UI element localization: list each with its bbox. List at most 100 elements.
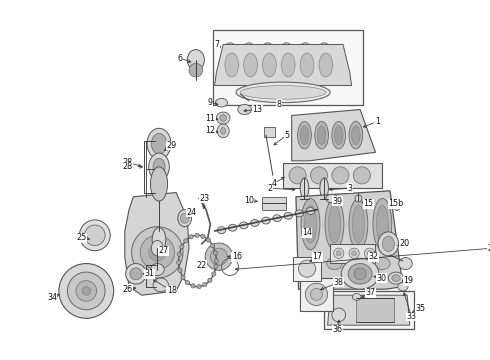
Ellipse shape bbox=[348, 264, 372, 284]
Text: 24: 24 bbox=[187, 208, 196, 217]
Circle shape bbox=[351, 251, 357, 256]
Text: 12: 12 bbox=[205, 126, 216, 135]
Bar bbox=[330, 244, 375, 263]
Ellipse shape bbox=[351, 126, 360, 145]
Ellipse shape bbox=[281, 48, 292, 68]
Ellipse shape bbox=[225, 53, 239, 77]
Text: 30: 30 bbox=[376, 274, 387, 283]
Circle shape bbox=[205, 243, 233, 270]
Ellipse shape bbox=[278, 43, 295, 73]
Text: 8: 8 bbox=[276, 100, 281, 109]
Ellipse shape bbox=[240, 86, 326, 99]
Ellipse shape bbox=[221, 43, 239, 73]
Ellipse shape bbox=[153, 158, 165, 175]
Ellipse shape bbox=[250, 220, 259, 226]
Text: 15: 15 bbox=[364, 199, 374, 208]
Ellipse shape bbox=[238, 104, 251, 114]
Ellipse shape bbox=[332, 167, 349, 184]
Circle shape bbox=[211, 243, 215, 248]
Ellipse shape bbox=[220, 114, 226, 121]
Text: 25: 25 bbox=[76, 233, 86, 242]
Circle shape bbox=[82, 287, 91, 295]
Ellipse shape bbox=[153, 278, 169, 292]
Ellipse shape bbox=[300, 126, 309, 145]
Ellipse shape bbox=[398, 282, 408, 291]
Ellipse shape bbox=[304, 205, 317, 243]
Text: 3: 3 bbox=[347, 184, 352, 193]
Ellipse shape bbox=[236, 82, 330, 103]
Ellipse shape bbox=[216, 98, 227, 107]
Ellipse shape bbox=[259, 43, 276, 73]
Ellipse shape bbox=[217, 112, 230, 124]
Ellipse shape bbox=[240, 43, 257, 73]
Text: 20: 20 bbox=[399, 239, 410, 248]
Bar bbox=[213, 30, 363, 105]
Circle shape bbox=[311, 288, 322, 300]
Ellipse shape bbox=[297, 121, 311, 149]
Ellipse shape bbox=[300, 53, 314, 77]
Circle shape bbox=[180, 245, 184, 249]
Ellipse shape bbox=[273, 215, 281, 222]
Text: 37: 37 bbox=[366, 288, 375, 297]
Ellipse shape bbox=[375, 257, 390, 270]
Ellipse shape bbox=[151, 134, 167, 154]
Ellipse shape bbox=[244, 48, 254, 68]
Ellipse shape bbox=[335, 126, 343, 145]
Ellipse shape bbox=[149, 153, 169, 180]
Circle shape bbox=[177, 252, 181, 256]
Text: 18: 18 bbox=[167, 287, 177, 296]
Ellipse shape bbox=[393, 200, 400, 211]
Ellipse shape bbox=[316, 43, 333, 73]
Ellipse shape bbox=[240, 222, 248, 229]
Text: 22: 22 bbox=[196, 261, 207, 270]
Text: 13: 13 bbox=[252, 105, 263, 114]
Ellipse shape bbox=[300, 48, 311, 68]
Ellipse shape bbox=[150, 167, 168, 201]
Ellipse shape bbox=[325, 198, 344, 250]
Circle shape bbox=[178, 268, 182, 273]
Circle shape bbox=[332, 308, 345, 322]
Ellipse shape bbox=[217, 124, 229, 138]
Circle shape bbox=[349, 248, 359, 258]
Ellipse shape bbox=[319, 53, 333, 77]
Text: 16: 16 bbox=[232, 252, 242, 261]
Text: 11: 11 bbox=[205, 113, 216, 122]
Ellipse shape bbox=[326, 194, 338, 203]
Circle shape bbox=[130, 268, 142, 280]
Circle shape bbox=[191, 284, 195, 288]
Circle shape bbox=[59, 264, 114, 318]
Ellipse shape bbox=[351, 257, 366, 270]
Circle shape bbox=[298, 260, 316, 277]
Circle shape bbox=[210, 248, 227, 265]
Text: 15b: 15b bbox=[389, 199, 404, 208]
Text: 32: 32 bbox=[369, 252, 379, 261]
Text: 35: 35 bbox=[415, 303, 425, 312]
Circle shape bbox=[85, 225, 105, 246]
Text: 27: 27 bbox=[158, 246, 169, 255]
Text: 19: 19 bbox=[403, 276, 413, 285]
Circle shape bbox=[125, 264, 146, 284]
Circle shape bbox=[214, 259, 219, 263]
Text: 39: 39 bbox=[333, 197, 343, 206]
Circle shape bbox=[176, 260, 181, 265]
Text: 38: 38 bbox=[334, 278, 343, 287]
Ellipse shape bbox=[289, 167, 306, 184]
Bar bbox=[300, 278, 333, 311]
Text: 7: 7 bbox=[215, 40, 220, 49]
Polygon shape bbox=[125, 193, 189, 295]
Circle shape bbox=[140, 235, 174, 270]
Circle shape bbox=[68, 272, 105, 310]
Polygon shape bbox=[292, 109, 375, 161]
Ellipse shape bbox=[281, 53, 295, 77]
Bar bbox=[294, 257, 321, 281]
Circle shape bbox=[149, 244, 166, 261]
Ellipse shape bbox=[319, 48, 329, 68]
Ellipse shape bbox=[297, 43, 314, 73]
Ellipse shape bbox=[295, 210, 304, 217]
Ellipse shape bbox=[263, 48, 273, 68]
Ellipse shape bbox=[225, 48, 235, 68]
Ellipse shape bbox=[392, 275, 400, 282]
Circle shape bbox=[367, 251, 372, 256]
Text: 26: 26 bbox=[122, 285, 132, 294]
Ellipse shape bbox=[352, 293, 361, 300]
